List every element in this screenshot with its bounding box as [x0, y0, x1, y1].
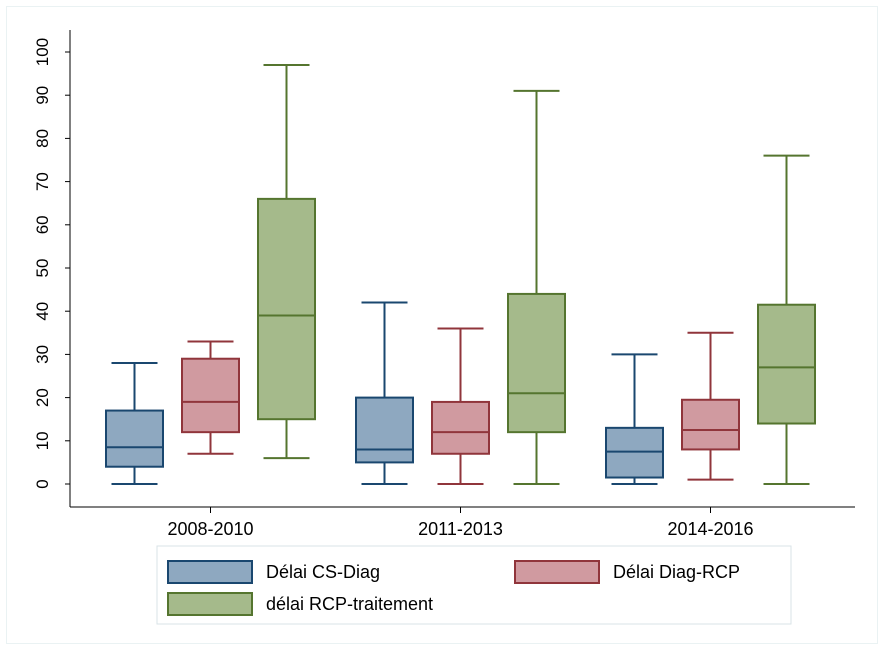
legend-item-3: délai RCP-traitement	[167, 592, 433, 616]
y-tick-label: 30	[33, 345, 52, 364]
iqr-box	[757, 303, 816, 425]
iqr-box	[507, 292, 566, 434]
iqr-box	[355, 396, 414, 464]
x-tick-label: 2011-2013	[418, 519, 503, 539]
legend-swatch	[514, 560, 600, 584]
y-tick-label: 50	[33, 259, 52, 278]
y-tick-label: 60	[33, 215, 52, 234]
legend-label: Délai CS-Diag	[266, 562, 380, 582]
box-1-series-2	[181, 340, 240, 455]
iqr-box	[605, 426, 664, 479]
legend-swatch	[167, 560, 253, 584]
box-2-series-1	[355, 301, 414, 485]
box-3-series-1	[605, 353, 664, 485]
legend-label: Délai Diag-RCP	[613, 562, 740, 582]
x-tick-label: 2014-2016	[667, 519, 753, 539]
y-tick-label: 100	[33, 38, 52, 66]
legend-box	[156, 545, 792, 625]
legend-item-2: Délai Diag-RCP	[514, 560, 740, 584]
legend: Délai CS-Diag Délai Diag-RCP délai RCP-tra…	[156, 545, 792, 625]
legend-item-1: Délai CS-Diag	[167, 560, 380, 584]
iqr-box	[181, 357, 240, 434]
box-3-series-2	[681, 331, 740, 481]
y-tick-label: 70	[33, 172, 52, 191]
box-2-series-2	[431, 327, 490, 485]
chart-frame	[6, 6, 878, 644]
legend-swatch	[167, 592, 253, 616]
y-tick-label: 90	[33, 86, 52, 105]
y-tick-label: 20	[33, 388, 52, 407]
iqr-box	[257, 197, 316, 421]
box-3-series-3	[757, 154, 816, 485]
iqr-box	[431, 400, 490, 455]
iqr-box	[105, 409, 164, 468]
y-tick-label: 40	[33, 302, 52, 321]
iqr-box	[681, 398, 740, 451]
box-1-series-1	[105, 362, 164, 485]
box-2-series-3	[507, 89, 566, 485]
y-tick-label: 0	[33, 479, 52, 488]
box-1-series-3	[257, 63, 316, 460]
y-tick-label: 10	[33, 431, 52, 450]
y-tick-label: 80	[33, 129, 52, 148]
legend-label: délai RCP-traitement	[266, 594, 433, 614]
x-tick-label: 2008-2010	[167, 519, 253, 539]
